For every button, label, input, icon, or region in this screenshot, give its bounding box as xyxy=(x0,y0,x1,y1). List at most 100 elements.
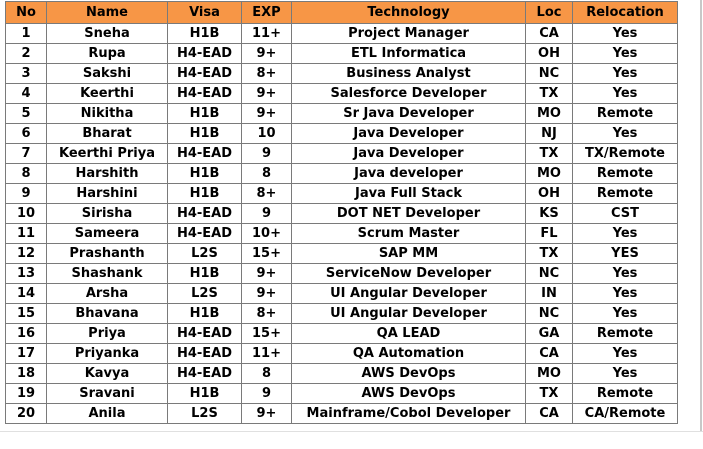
cell-visa: H4-EAD xyxy=(167,343,242,364)
column-header-visa: Visa xyxy=(167,1,242,24)
cell-name: Harshini xyxy=(46,183,168,204)
cell-visa: L2S xyxy=(167,243,242,264)
cell-name: Arsha xyxy=(46,283,168,304)
cell-no: 19 xyxy=(5,383,47,404)
cell-visa: H1B xyxy=(167,123,242,144)
cell-no: 3 xyxy=(5,63,47,84)
cell-loc: CA xyxy=(525,23,573,44)
cell-relocation: Yes xyxy=(572,63,678,84)
cell-technology: Java Full Stack xyxy=(291,183,526,204)
cell-visa: H1B xyxy=(167,103,242,124)
column-header-technology: Technology xyxy=(291,1,526,24)
table-row: 3 Sakshi H4-EAD 8+ Business Analyst NC Yes xyxy=(5,63,678,84)
cell-no: 17 xyxy=(5,343,47,364)
table-row: 2 Rupa H4-EAD 9+ ETL Informatica OH Yes xyxy=(5,43,678,64)
cell-name: Sneha xyxy=(46,23,168,44)
cell-loc: NC xyxy=(525,63,573,84)
cell-loc: MO xyxy=(525,103,573,124)
cell-exp: 8 xyxy=(241,363,292,384)
cell-technology: DOT NET Developer xyxy=(291,203,526,224)
table-row: 6 Bharat H1B 10 Java Developer NJ Yes xyxy=(5,123,678,144)
cell-loc: OH xyxy=(525,183,573,204)
cell-relocation: Remote xyxy=(572,103,678,124)
cell-technology: Java Developer xyxy=(291,123,526,144)
cell-loc: NJ xyxy=(525,123,573,144)
cell-exp: 9+ xyxy=(241,403,292,424)
table-header-row: No Name Visa EXP Technology Loc Relocati… xyxy=(5,1,678,24)
cell-relocation: TX/Remote xyxy=(572,143,678,164)
cell-relocation: Remote xyxy=(572,183,678,204)
cell-no: 15 xyxy=(5,303,47,324)
cell-loc: CA xyxy=(525,403,573,424)
cell-exp: 8+ xyxy=(241,63,292,84)
cell-visa: H4-EAD xyxy=(167,63,242,84)
right-edge-divider xyxy=(700,0,702,431)
cell-relocation: Yes xyxy=(572,343,678,364)
bottom-divider xyxy=(0,431,703,432)
cell-technology: AWS DevOps xyxy=(291,363,526,384)
cell-name: Priya xyxy=(46,323,168,344)
cell-relocation: Yes xyxy=(572,23,678,44)
cell-name: Bharat xyxy=(46,123,168,144)
cell-no: 20 xyxy=(5,403,47,424)
cell-technology: Java Developer xyxy=(291,143,526,164)
cell-name: Prashanth xyxy=(46,243,168,264)
cell-name: Sameera xyxy=(46,223,168,244)
cell-visa: L2S xyxy=(167,283,242,304)
cell-relocation: Yes xyxy=(572,123,678,144)
cell-name: Sirisha xyxy=(46,203,168,224)
cell-visa: H1B xyxy=(167,383,242,404)
cell-relocation: CA/Remote xyxy=(572,403,678,424)
cell-exp: 11+ xyxy=(241,343,292,364)
cell-loc: TX xyxy=(525,143,573,164)
cell-technology: Java developer xyxy=(291,163,526,184)
cell-exp: 8+ xyxy=(241,303,292,324)
cell-technology: Scrum Master xyxy=(291,223,526,244)
cell-exp: 8+ xyxy=(241,183,292,204)
cell-no: 12 xyxy=(5,243,47,264)
cell-technology: Salesforce Developer xyxy=(291,83,526,104)
column-header-exp: EXP xyxy=(241,1,292,24)
cell-loc: CA xyxy=(525,343,573,364)
cell-relocation: YES xyxy=(572,243,678,264)
cell-no: 13 xyxy=(5,263,47,284)
cell-technology: UI Angular Developer xyxy=(291,283,526,304)
cell-loc: IN xyxy=(525,283,573,304)
cell-exp: 9+ xyxy=(241,283,292,304)
cell-no: 9 xyxy=(5,183,47,204)
cell-loc: FL xyxy=(525,223,573,244)
table-row: 10 Sirisha H4-EAD 9 DOT NET Developer KS CST xyxy=(5,203,678,224)
cell-loc: MO xyxy=(525,363,573,384)
cell-visa: H1B xyxy=(167,263,242,284)
cell-no: 5 xyxy=(5,103,47,124)
cell-technology: AWS DevOps xyxy=(291,383,526,404)
cell-exp: 9 xyxy=(241,203,292,224)
table-row: 5 Nikitha H1B 9+ Sr Java Developer MO Remote xyxy=(5,103,678,124)
cell-no: 1 xyxy=(5,23,47,44)
cell-visa: H1B xyxy=(167,303,242,324)
cell-visa: H4-EAD xyxy=(167,143,242,164)
cell-name: Bhavana xyxy=(46,303,168,324)
cell-visa: H4-EAD xyxy=(167,363,242,384)
candidate-table: No Name Visa EXP Technology Loc Relocati… xyxy=(5,1,678,424)
cell-relocation: Yes xyxy=(572,363,678,384)
cell-exp: 10+ xyxy=(241,223,292,244)
table-row: 8 Harshith H1B 8 Java developer MO Remote xyxy=(5,163,678,184)
cell-name: Kavya xyxy=(46,363,168,384)
cell-name: Keerthi xyxy=(46,83,168,104)
cell-relocation: Yes xyxy=(572,263,678,284)
table-row: 14 Arsha L2S 9+ UI Angular Developer IN Yes xyxy=(5,283,678,304)
table-row: 16 Priya H4-EAD 15+ QA LEAD GA Remote xyxy=(5,323,678,344)
cell-relocation: Remote xyxy=(572,163,678,184)
table-row: 18 Kavya H4-EAD 8 AWS DevOps MO Yes xyxy=(5,363,678,384)
cell-exp: 9+ xyxy=(241,83,292,104)
cell-exp: 11+ xyxy=(241,23,292,44)
cell-no: 10 xyxy=(5,203,47,224)
cell-technology: Business Analyst xyxy=(291,63,526,84)
cell-technology: Project Manager xyxy=(291,23,526,44)
cell-exp: 9+ xyxy=(241,43,292,64)
cell-no: 8 xyxy=(5,163,47,184)
cell-technology: ETL Informatica xyxy=(291,43,526,64)
column-header-name: Name xyxy=(46,1,168,24)
